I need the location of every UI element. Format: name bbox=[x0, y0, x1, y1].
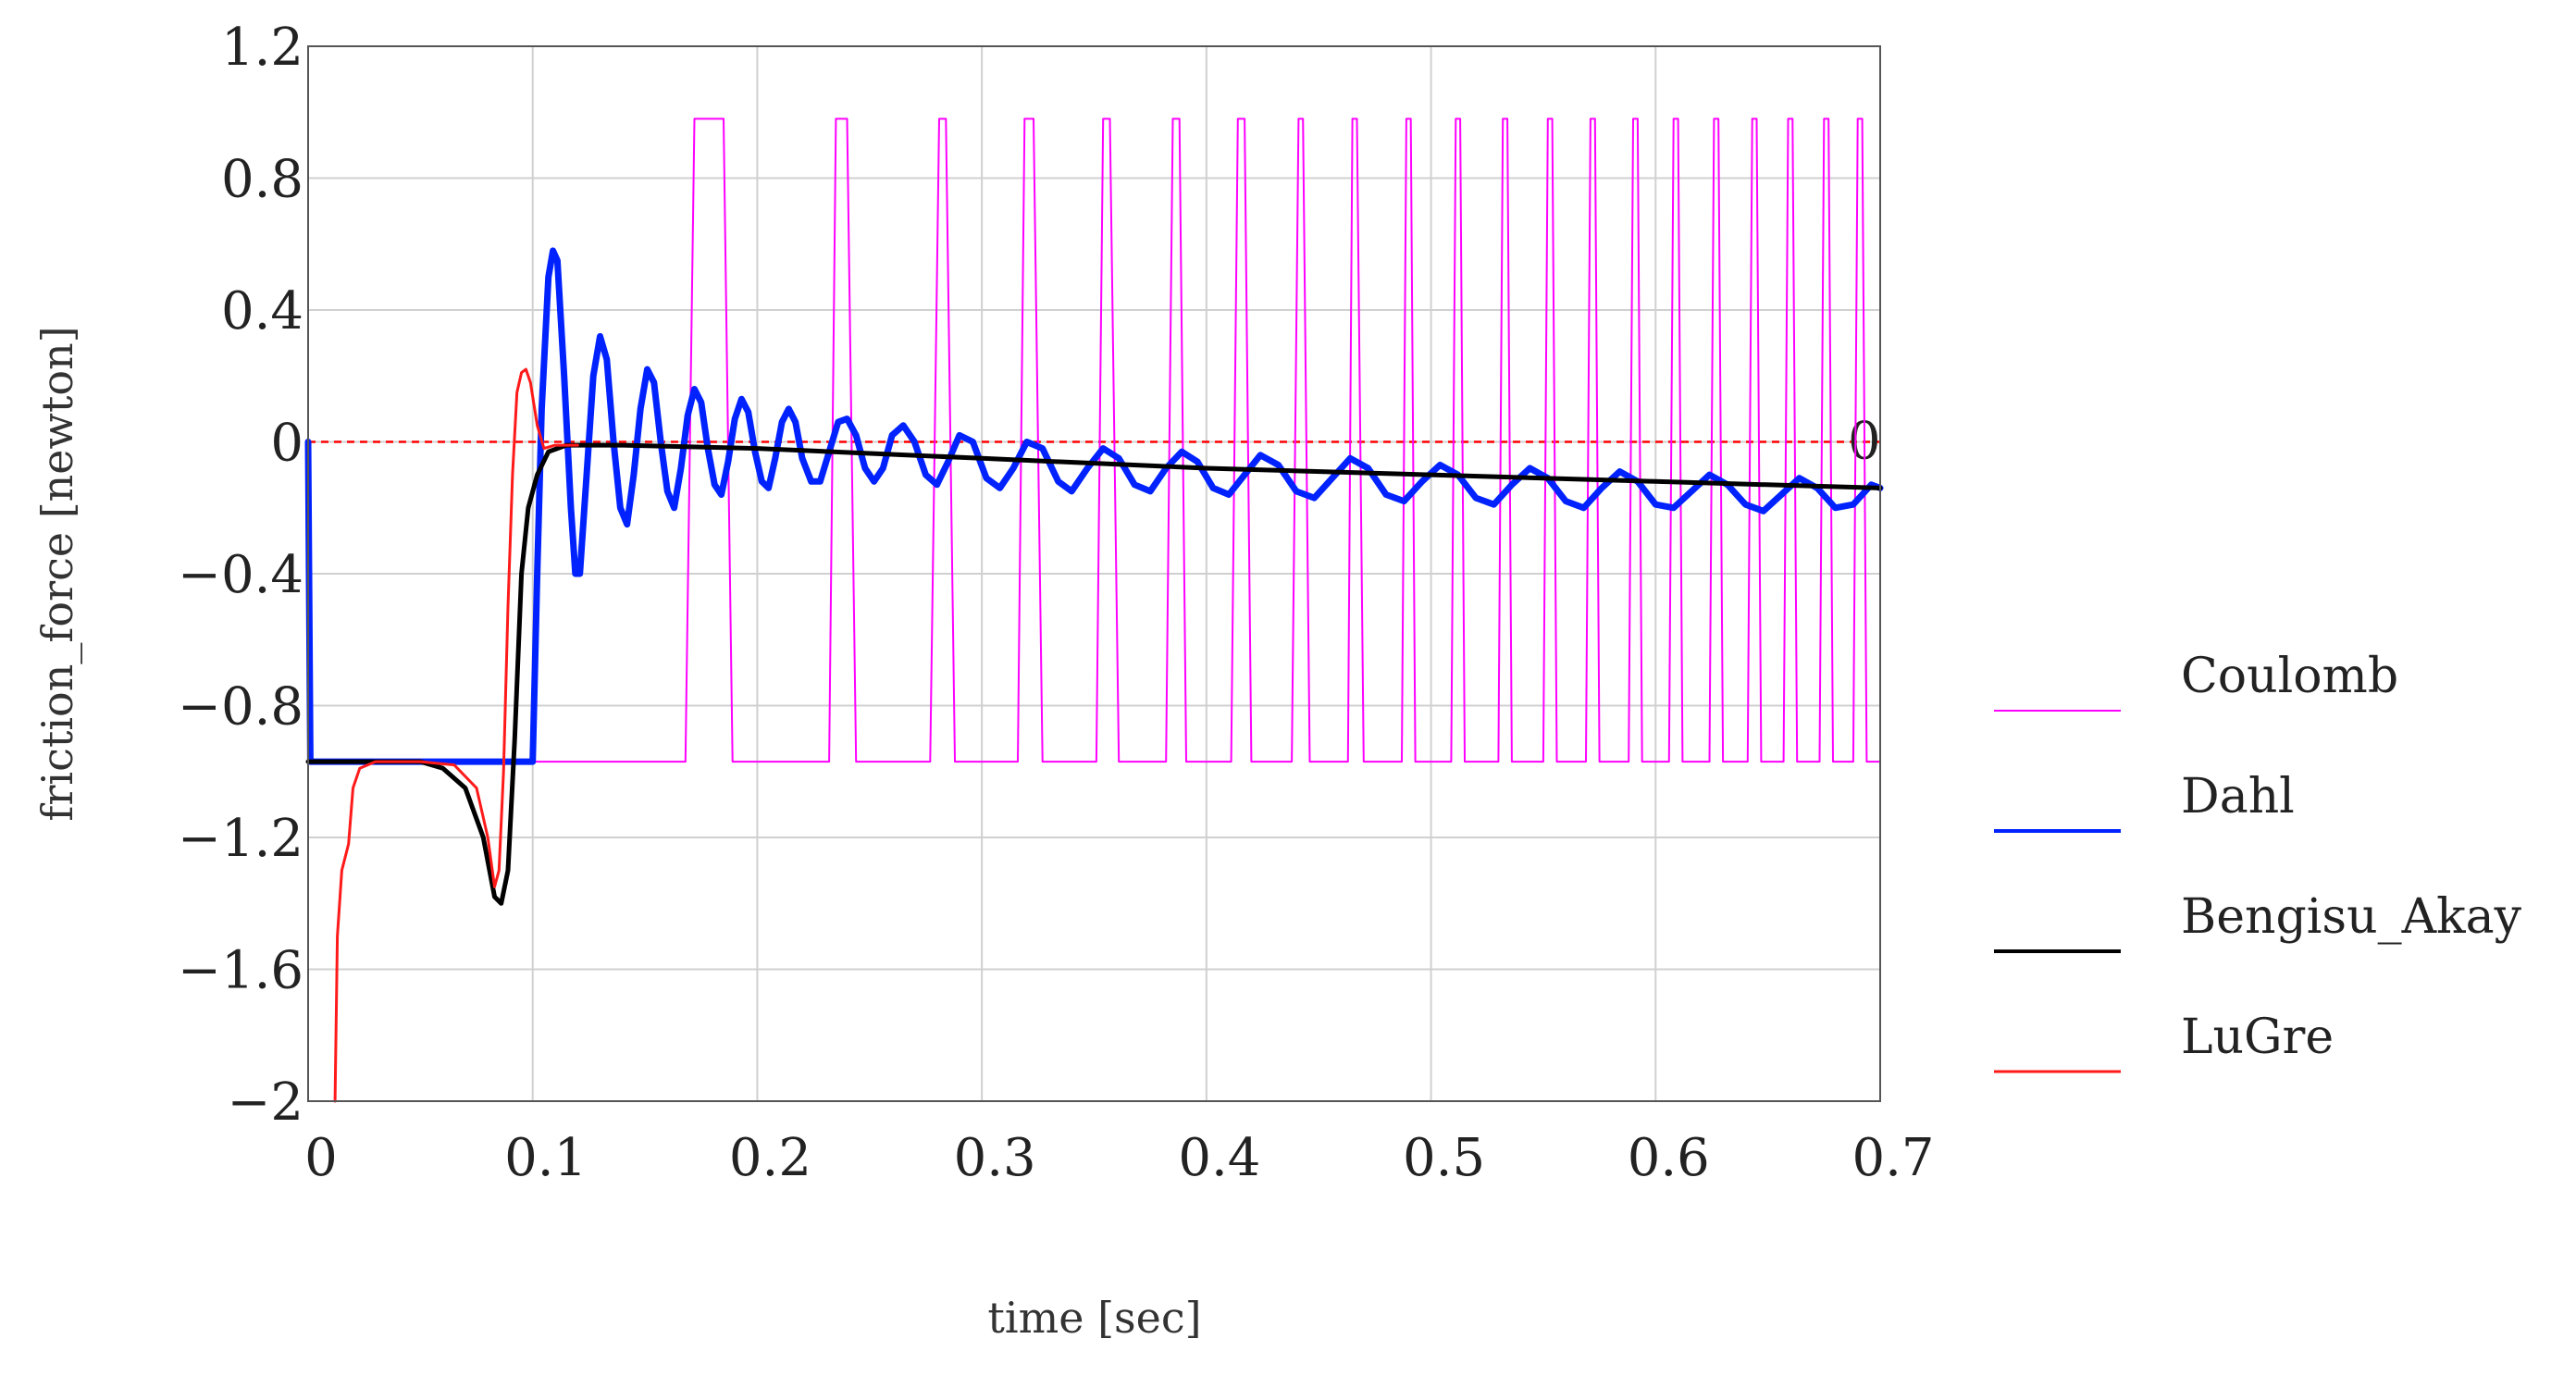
x-tick-label: 0.6 bbox=[1628, 1128, 1710, 1188]
x-tick-label: 0.7 bbox=[1852, 1128, 1934, 1188]
grid-lines bbox=[307, 45, 1881, 1102]
y-tick-label: −1.6 bbox=[178, 941, 303, 1001]
y-tick-label: −0.4 bbox=[178, 545, 303, 605]
series-line-coulomb bbox=[307, 118, 1881, 763]
x-tick-label: 0.4 bbox=[1178, 1128, 1260, 1188]
y-axis-title: friction_force [newton] bbox=[32, 326, 82, 821]
x-axis-title: time [sec] bbox=[987, 1293, 1201, 1343]
series-line-lugre bbox=[333, 367, 579, 1103]
x-tick-label: 0.3 bbox=[954, 1128, 1036, 1188]
y-tick-label: 0.4 bbox=[221, 281, 303, 341]
y-tick-label: 0.8 bbox=[221, 150, 303, 210]
x-tick-label: 0.1 bbox=[504, 1128, 587, 1188]
x-tick-label: 0.5 bbox=[1403, 1128, 1485, 1188]
legend-label: LuGre bbox=[2181, 1010, 2334, 1065]
y-tick-label: −1.2 bbox=[178, 809, 303, 869]
plot-frame bbox=[307, 45, 1881, 1102]
legend-label: Coulomb bbox=[2181, 649, 2398, 704]
x-tick-labels: 0 0.1 0.2 0.3 0.4 0.5 0.6 0.7 bbox=[304, 1128, 1934, 1188]
legend-label: Dahl bbox=[2181, 769, 2295, 824]
y-tick-label: 1.2 bbox=[221, 18, 303, 78]
series-lines bbox=[304, 118, 1884, 1103]
y-tick-label: 0 bbox=[270, 414, 303, 474]
legend-label: Bengisu_Akay bbox=[2181, 889, 2522, 945]
series-line-bengisu-akay bbox=[305, 442, 1883, 906]
x-tick-label: 0.2 bbox=[729, 1128, 811, 1188]
x-tick-label: 0 bbox=[304, 1128, 338, 1188]
legend: Coulomb Dahl Bengisu_Akay LuGre bbox=[1994, 649, 2522, 1073]
y-tick-label: −2 bbox=[227, 1072, 303, 1133]
series-line-dahl bbox=[304, 247, 1884, 765]
y-tick-labels: 1.2 0.8 0.4 0 −0.4 −0.8 −1.2 −1.6 −2 bbox=[178, 18, 303, 1133]
y-tick-label: −0.8 bbox=[178, 677, 303, 738]
